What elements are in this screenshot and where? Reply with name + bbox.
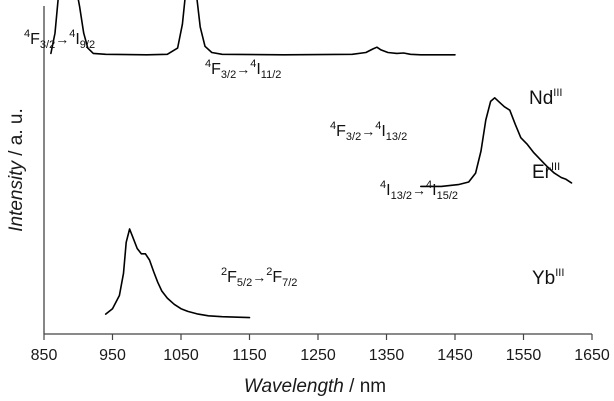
x-tick-labels: 850 950 1050 1150 1250 1350 1450 1550 1650 bbox=[31, 347, 610, 364]
x-axis-title-unit: / nm bbox=[344, 376, 386, 397]
ion-label-er: ErIII bbox=[532, 161, 560, 183]
annotation-4: 2F5/2→2F7/2 bbox=[221, 266, 297, 289]
series-lines bbox=[50, 0, 573, 319]
ion-label-nd: NdIII bbox=[529, 87, 562, 109]
annotation-1: 4F3/2→4I11/2 bbox=[205, 58, 281, 81]
x-axis-title-quantity: Wavelength bbox=[244, 376, 344, 397]
y-axis-title-unit: / a. u. bbox=[6, 108, 27, 161]
plot-area: 850 950 1050 1150 1250 1350 1450 1550 1650 4F3/2… bbox=[24, 0, 610, 364]
x-ticks bbox=[43, 334, 593, 340]
annotation-3: 4I13/2→4I15/2 bbox=[380, 179, 458, 202]
y-axis-title-quantity: Intensity bbox=[6, 160, 27, 232]
transition-annotations: 4F3/2→4I9/2 4F3/2→4I11/2 4F3/2→4I13/2 4I13/… bbox=[24, 28, 458, 289]
x-tick-label-950: 950 bbox=[99, 347, 126, 364]
x-tick-label-1450: 1450 bbox=[437, 347, 473, 364]
annotation-2: 4F3/2→4I13/2 bbox=[330, 120, 407, 143]
x-axis-title: Wavelength / nm bbox=[244, 376, 386, 397]
x-tick-label-1650: 1650 bbox=[574, 347, 610, 364]
y-axis-title: Intensity / a. u. bbox=[6, 108, 27, 232]
ion-label-yb: YbIII bbox=[532, 267, 564, 289]
x-tick-label-850: 850 bbox=[31, 347, 58, 364]
x-tick-label-1350: 1350 bbox=[369, 347, 405, 364]
x-tick-label-1150: 1150 bbox=[232, 347, 267, 364]
series-line-yb bbox=[104, 228, 251, 319]
x-tick-label-1550: 1550 bbox=[506, 347, 542, 364]
x-tick-label-1250: 1250 bbox=[300, 347, 336, 364]
ion-labels: NdIII ErIII YbIII bbox=[529, 87, 564, 289]
series-line-nd bbox=[50, 0, 456, 56]
series-line-er bbox=[420, 97, 573, 188]
annotation-0: 4F3/2→4I9/2 bbox=[24, 28, 95, 51]
x-tick-label-1050: 1050 bbox=[163, 347, 199, 364]
